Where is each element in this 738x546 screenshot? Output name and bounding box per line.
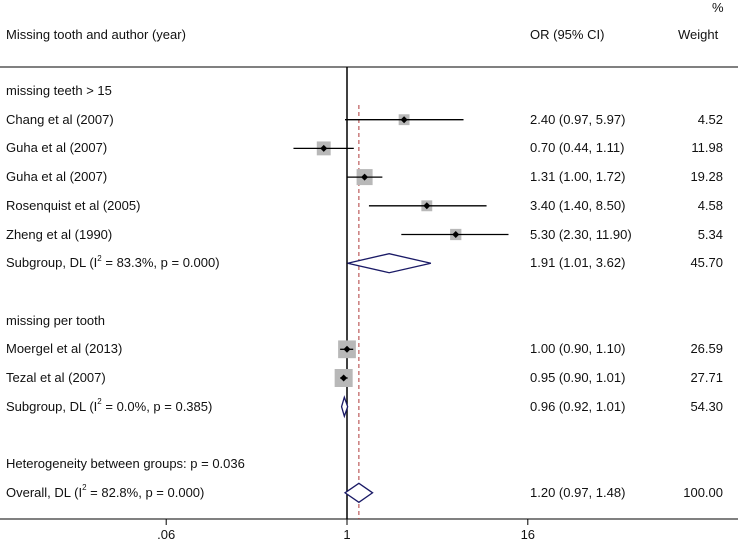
study-weight: 26.59 xyxy=(690,341,723,357)
overall-or-ci: 1.20 (0.97, 1.48) xyxy=(530,484,626,500)
label-stats: = 83.3%, p = 0.000) xyxy=(101,255,220,271)
heterogeneity-note: Heterogeneity between groups: p = 0.036 xyxy=(6,456,245,472)
point-estimate-marker xyxy=(340,374,348,382)
subgroup-diamond xyxy=(340,395,349,419)
subgroup-summary-label: Subgroup, DL (I2 = 83.3%, p = 0.000) xyxy=(6,253,220,271)
or-column-header: OR (95% CI) xyxy=(530,27,605,42)
study-weight: 19.28 xyxy=(690,169,723,185)
study-or-ci: 0.95 (0.90, 1.01) xyxy=(530,370,626,385)
x-tick-label: 16 xyxy=(520,527,536,542)
x-tick-label: .06 xyxy=(157,527,176,542)
subgroup-heading: missing teeth > 15 xyxy=(6,83,112,98)
i-squared-superscript: 2 xyxy=(97,397,102,407)
study-or-ci: 5.30 (2.30, 11.90) xyxy=(530,226,632,242)
label-stats: = 82.8%, p = 0.000) xyxy=(86,484,205,500)
study-or-ci: 1.31 (1.00, 1.72) xyxy=(530,169,626,185)
i-squared-superscript: 2 xyxy=(82,483,87,493)
subgroup-weight: 45.70 xyxy=(690,255,723,271)
label-stats: = 0.0%, p = 0.385) xyxy=(101,398,213,414)
point-estimate-marker xyxy=(452,231,460,238)
study-weight: 5.34 xyxy=(697,226,723,242)
subgroup-weight: 54.30 xyxy=(690,398,723,414)
study-or-ci: 2.40 (0.97, 5.97) xyxy=(530,111,626,127)
label-text: Subgroup, DL (I xyxy=(6,398,98,414)
weight-column-header: Weight xyxy=(678,27,719,42)
label-text: Subgroup, DL (I xyxy=(6,255,98,271)
study-label: Tezal et al (2007) xyxy=(6,370,106,385)
subgroup-or-ci: 0.96 (0.92, 1.01) xyxy=(530,398,626,414)
study-label: Moergel et al (2013) xyxy=(6,341,123,357)
point-estimate-marker xyxy=(361,173,369,181)
study-or-ci: 0.70 (0.44, 1.11) xyxy=(530,140,625,156)
overall-label: Overall, DL (I2 = 82.8%, p = 0.000) xyxy=(6,483,205,501)
study-weight: 4.52 xyxy=(697,111,723,127)
point-estimate-marker xyxy=(343,345,351,353)
study-label: Rosenquist et al (2005) xyxy=(6,197,141,213)
weight-percent-header: % xyxy=(712,0,724,15)
subgroup-or-ci: 1.91 (1.01, 3.62) xyxy=(530,255,626,271)
overall-weight: 100.00 xyxy=(683,484,723,500)
study-weight: 4.58 xyxy=(697,197,723,213)
study-column-header: Missing tooth and author (year) xyxy=(6,27,186,42)
point-estimate-marker xyxy=(423,202,431,210)
label-text: Overall, DL (I xyxy=(6,484,83,500)
study-or-ci: 1.00 (0.90, 1.10) xyxy=(530,341,626,357)
point-estimate-marker xyxy=(400,116,408,124)
study-label: Guha et al (2007) xyxy=(6,169,108,185)
subgroup-heading: missing per tooth xyxy=(6,312,105,328)
study-or-ci: 3.40 (1.40, 8.50) xyxy=(530,197,626,213)
study-weight: 11.98 xyxy=(691,140,723,156)
study-label: Chang et al (2007) xyxy=(6,111,114,127)
overall-diamond xyxy=(343,482,374,504)
study-label: Zheng et al (1990) xyxy=(6,226,113,242)
point-estimate-marker xyxy=(320,144,328,152)
x-tick-label: 1 xyxy=(343,527,351,542)
i-squared-superscript: 2 xyxy=(97,253,102,263)
subgroup-diamond xyxy=(347,253,432,274)
study-label: Guha et al (2007) xyxy=(6,140,108,156)
study-weight: 27.71 xyxy=(690,370,723,385)
subgroup-summary-label: Subgroup, DL (I2 = 0.0%, p = 0.385) xyxy=(6,397,213,415)
